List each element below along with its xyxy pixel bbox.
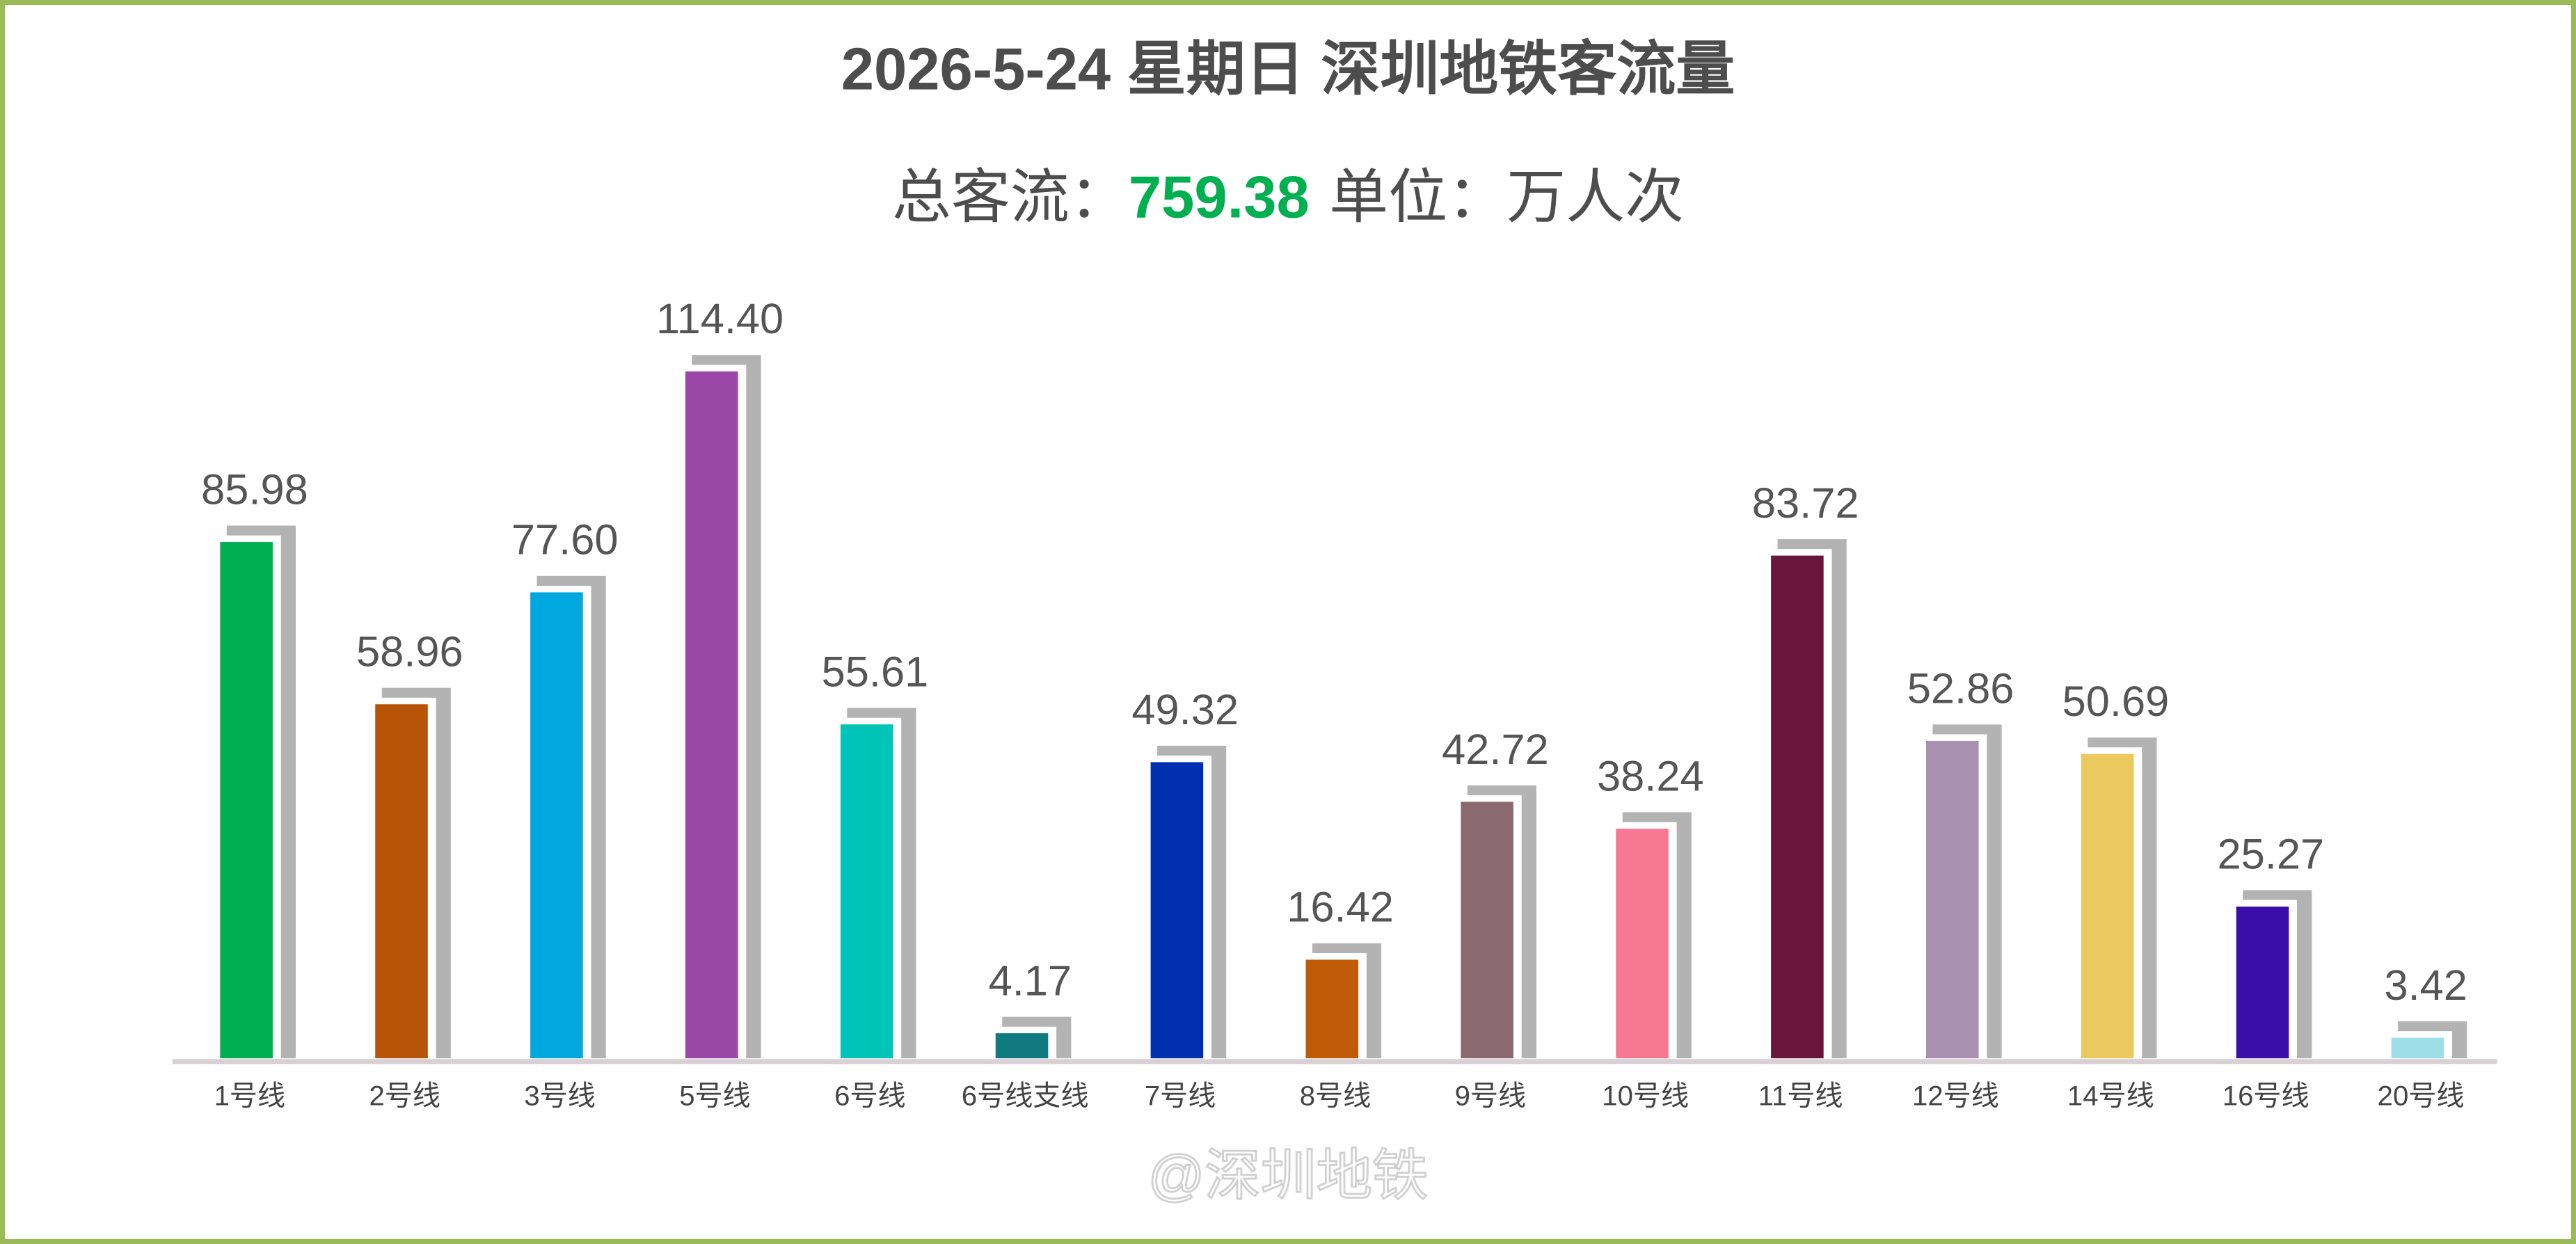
value-label: 114.40 (656, 295, 784, 343)
value-label: 52.86 (1907, 664, 2014, 712)
bar (2081, 753, 2134, 1059)
value-label: 3.42 (2384, 962, 2467, 1010)
total-label: 总客流： (892, 165, 1129, 231)
bar (1150, 762, 1204, 1059)
x-tick-label: 10号线 (1602, 1080, 1689, 1111)
value-label: 42.72 (1442, 726, 1549, 774)
bar (685, 371, 738, 1059)
x-tick-label: 12号线 (1912, 1080, 1999, 1111)
bar (995, 1033, 1049, 1059)
x-tick-label: 7号线 (1145, 1080, 1216, 1111)
bar (530, 592, 583, 1059)
watermark: @深圳地铁 (1148, 1145, 1428, 1207)
x-tick-label: 8号线 (1300, 1080, 1372, 1111)
bar (2236, 907, 2289, 1059)
unit-label: 单位：万人次 (1329, 165, 1684, 231)
value-label: 38.24 (1597, 752, 1704, 800)
value-label: 16.42 (1287, 884, 1394, 932)
x-tick-label: 2号线 (369, 1080, 440, 1111)
value-label: 83.72 (1752, 479, 1859, 527)
x-tick-label: 6号线 (834, 1080, 906, 1111)
total-value: 759.38 (1129, 165, 1310, 231)
chart-subtitle: 总客流：759.38 单位：万人次 (892, 165, 1684, 231)
bar (840, 724, 893, 1059)
x-tick-label: 16号线 (2223, 1080, 2309, 1111)
bar (1616, 829, 1669, 1059)
value-label: 25.27 (2218, 830, 2325, 878)
bar (1771, 555, 1824, 1059)
bar (1461, 802, 1513, 1059)
value-label: 50.69 (2062, 678, 2170, 726)
x-tick-label: 14号线 (2067, 1080, 2154, 1111)
value-label: 49.32 (1131, 686, 1239, 734)
value-label: 55.61 (822, 648, 929, 696)
x-tick-label: 9号线 (1455, 1080, 1527, 1111)
x-tick-label: 20号线 (2378, 1080, 2465, 1111)
x-tick-label: 5号线 (679, 1080, 751, 1111)
bar (375, 704, 428, 1059)
value-label: 77.60 (511, 516, 619, 564)
bar (1305, 959, 1359, 1059)
x-tick-label: 11号线 (1758, 1080, 1843, 1111)
x-tick-label: 3号线 (524, 1080, 596, 1111)
x-tick-label: 6号线支线 (962, 1080, 1089, 1111)
x-tick-label: 1号线 (214, 1080, 286, 1111)
bar (2391, 1037, 2444, 1059)
bar (220, 542, 273, 1059)
chart-title: 2026-5-24 星期日 深圳地铁客流量 (841, 37, 1735, 103)
value-label: 4.17 (989, 957, 1072, 1005)
value-label: 58.96 (356, 628, 463, 676)
bar (1926, 740, 1979, 1059)
value-label: 85.98 (201, 465, 308, 513)
